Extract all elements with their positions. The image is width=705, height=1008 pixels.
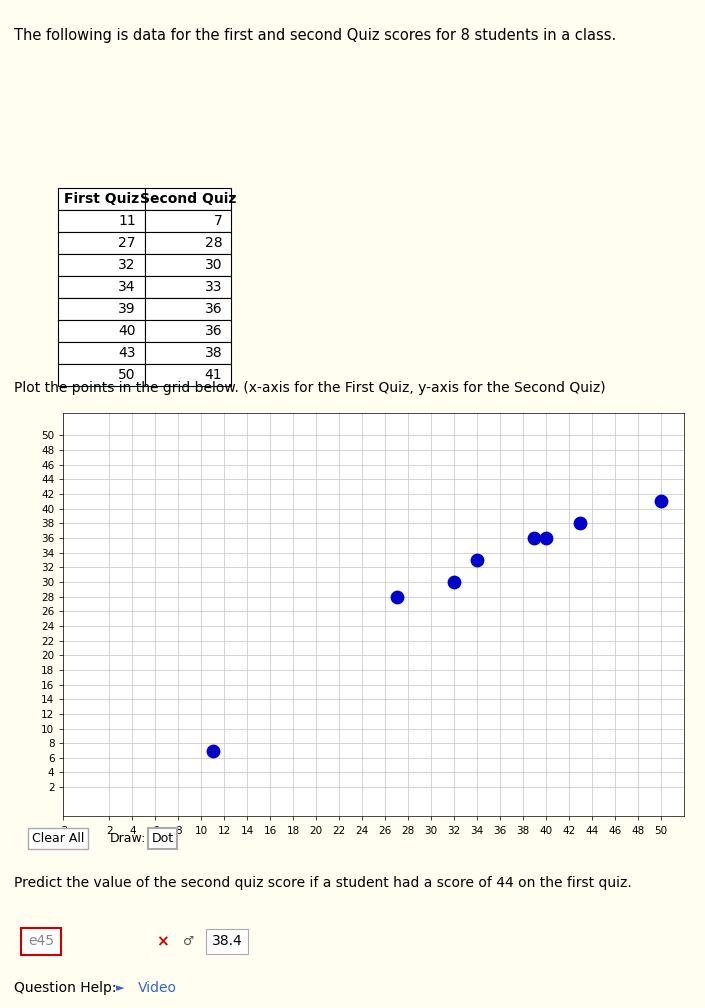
Point <box>529 530 540 546</box>
Text: Question Help:: Question Help: <box>14 981 116 995</box>
Point <box>575 515 586 531</box>
Text: The following is data for the first and second Quiz scores for 8 students in a c: The following is data for the first and … <box>14 28 616 43</box>
Text: ♂: ♂ <box>183 935 195 948</box>
Text: Draw:: Draw: <box>109 833 146 845</box>
Text: Clear All: Clear All <box>32 833 84 845</box>
Point <box>472 551 483 568</box>
Text: Dot: Dot <box>152 833 173 845</box>
Text: ►: ► <box>116 983 125 993</box>
Text: ×: × <box>156 934 168 949</box>
Text: Plot the points in the grid below. (x-axis for the First Quiz, y-axis for the Se: Plot the points in the grid below. (x-ax… <box>14 381 606 395</box>
Text: Video: Video <box>137 981 176 995</box>
Text: Predict the value of the second quiz score if a student had a score of 44 on the: Predict the value of the second quiz sco… <box>14 876 632 890</box>
Point <box>540 530 551 546</box>
Point <box>655 493 666 509</box>
Text: 38.4: 38.4 <box>212 934 243 949</box>
Point <box>207 743 219 759</box>
Point <box>391 589 403 605</box>
Point <box>448 574 460 590</box>
Text: e45: e45 <box>28 934 54 949</box>
